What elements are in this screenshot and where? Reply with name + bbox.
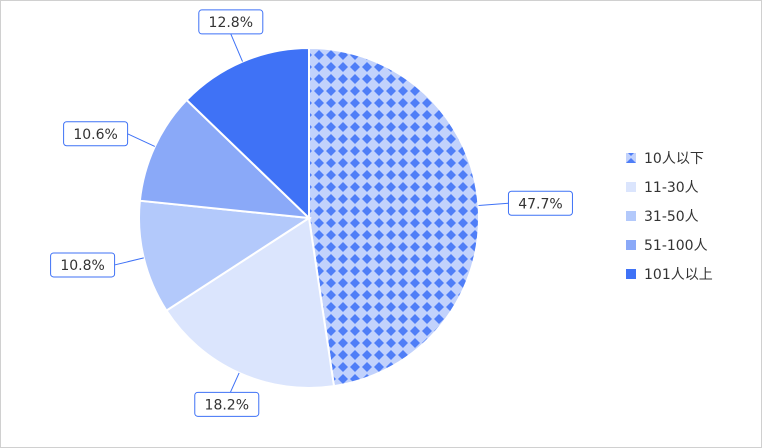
leader-line bbox=[127, 133, 156, 147]
pie-slice bbox=[308, 46, 480, 388]
legend-label: 101人以上 bbox=[644, 267, 713, 283]
legend-label: 11-30人 bbox=[644, 180, 699, 196]
legend-marker bbox=[626, 153, 636, 163]
leader-line bbox=[230, 33, 243, 62]
data-label: 12.8% bbox=[209, 15, 253, 31]
leader-line bbox=[478, 202, 509, 206]
data-label: 47.7% bbox=[518, 196, 562, 212]
legend-label: 31-50人 bbox=[644, 209, 699, 225]
label-box bbox=[507, 190, 573, 216]
legend-label: 10人以下 bbox=[644, 151, 704, 167]
data-label: 10.8% bbox=[60, 258, 104, 274]
leader-line bbox=[114, 257, 144, 266]
pie-slice bbox=[138, 199, 312, 312]
legend-marker bbox=[626, 269, 636, 279]
label-box bbox=[198, 9, 264, 35]
legend-marker bbox=[626, 240, 636, 250]
data-label: 10.6% bbox=[73, 127, 117, 143]
label-box bbox=[194, 391, 260, 417]
pie-slice bbox=[138, 98, 312, 220]
data-label: 18.2% bbox=[205, 397, 249, 413]
legend-marker bbox=[626, 182, 636, 192]
pie-slice bbox=[185, 46, 310, 221]
legend-marker bbox=[626, 211, 636, 221]
label-box bbox=[63, 121, 129, 147]
label-box bbox=[50, 252, 116, 278]
legend-label: 51-100人 bbox=[644, 238, 708, 254]
